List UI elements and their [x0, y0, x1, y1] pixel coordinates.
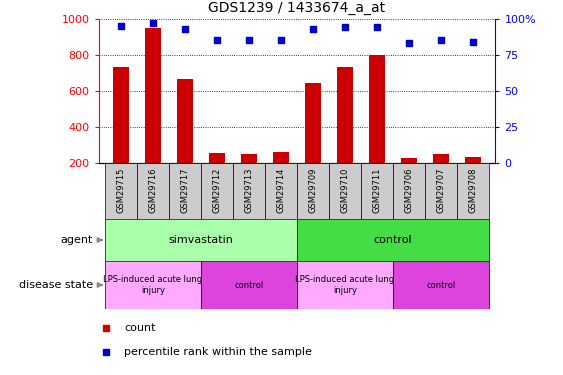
Bar [393, 261, 489, 309]
Point [341, 24, 350, 30]
Text: GSM29716: GSM29716 [149, 168, 158, 213]
Text: simvastatin: simvastatin [168, 235, 234, 245]
Text: LPS-induced acute lung
injury: LPS-induced acute lung injury [296, 275, 395, 295]
Point [149, 20, 158, 26]
Title: GDS1239 / 1433674_a_at: GDS1239 / 1433674_a_at [208, 1, 386, 15]
Text: control: control [426, 280, 455, 290]
Bar [393, 163, 425, 219]
Bar [209, 153, 225, 163]
Text: GSM29717: GSM29717 [181, 168, 190, 213]
Text: GSM29707: GSM29707 [436, 168, 445, 213]
Text: GSM29708: GSM29708 [468, 168, 477, 213]
Bar [145, 28, 161, 163]
Text: agent: agent [60, 235, 93, 245]
Point [436, 38, 445, 44]
Text: GSM29706: GSM29706 [404, 168, 413, 213]
Text: percentile rank within the sample: percentile rank within the sample [124, 347, 312, 357]
Point [244, 38, 253, 44]
Bar [105, 163, 137, 219]
Bar [297, 219, 489, 261]
Bar [265, 163, 297, 219]
Text: GSM29710: GSM29710 [341, 168, 350, 213]
Point [117, 23, 126, 29]
Point [373, 24, 382, 30]
Bar [465, 157, 481, 163]
Bar [329, 163, 361, 219]
Bar [105, 219, 297, 261]
Bar [177, 79, 193, 163]
Text: GSM29715: GSM29715 [117, 168, 126, 213]
Text: count: count [124, 323, 156, 333]
Bar [201, 163, 233, 219]
Bar [369, 55, 385, 163]
Bar [305, 83, 321, 163]
Point [276, 38, 285, 44]
Text: control: control [374, 235, 412, 245]
Bar [433, 154, 449, 163]
Bar [337, 67, 353, 163]
Bar [233, 163, 265, 219]
Bar [273, 152, 289, 163]
Bar [361, 163, 393, 219]
Text: GSM29713: GSM29713 [244, 168, 253, 213]
Bar [425, 163, 457, 219]
Point [181, 26, 190, 32]
Text: disease state: disease state [19, 280, 93, 290]
Point [309, 26, 318, 32]
Point [212, 38, 221, 44]
Text: control: control [234, 280, 263, 290]
Text: GSM29709: GSM29709 [309, 168, 318, 213]
Bar [137, 163, 169, 219]
Bar [105, 261, 201, 309]
Bar [169, 163, 201, 219]
Bar [297, 163, 329, 219]
Bar [201, 261, 297, 309]
Bar [457, 163, 489, 219]
Text: LPS-induced acute lung
injury: LPS-induced acute lung injury [104, 275, 203, 295]
Point [404, 40, 413, 46]
Text: GSM29712: GSM29712 [212, 168, 221, 213]
Text: GSM29711: GSM29711 [373, 168, 382, 213]
Point [468, 39, 477, 45]
Bar [113, 68, 129, 163]
Bar [241, 154, 257, 163]
Text: GSM29714: GSM29714 [276, 168, 285, 213]
Bar [297, 261, 393, 309]
Bar [401, 158, 417, 163]
